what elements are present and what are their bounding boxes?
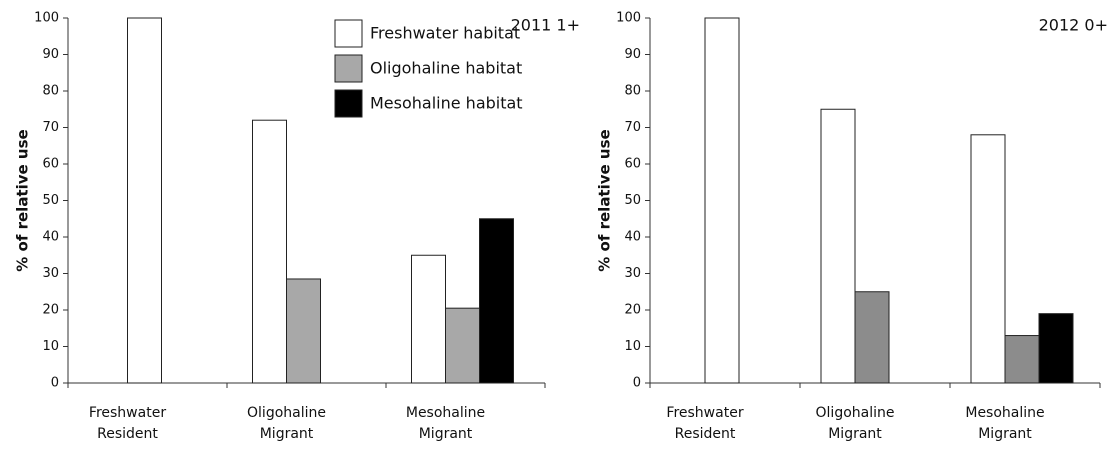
y-tick-label: 50 — [624, 193, 641, 208]
y-tick-label: 50 — [42, 193, 59, 208]
y-tick-label: 100 — [616, 11, 641, 26]
annotation: 2012 0+ — [1039, 16, 1108, 35]
x-tick-label: Mesohaline Migrant — [965, 405, 1044, 442]
bar — [820, 108, 856, 384]
y-tick-label: 30 — [42, 266, 59, 281]
y-tick-label: 30 — [624, 266, 641, 281]
y-axis-label: % of relative use — [14, 129, 32, 271]
bar — [970, 134, 1006, 384]
annotation: 2011 1+ — [511, 16, 580, 35]
legend-swatch — [334, 54, 363, 83]
bar — [286, 278, 321, 384]
y-tick-label: 60 — [624, 157, 641, 172]
legend-label: Freshwater habitat — [370, 24, 520, 43]
bar — [252, 119, 287, 384]
legend-label: Mesohaline habitat — [370, 94, 523, 113]
y-tick-label: 80 — [42, 84, 59, 99]
x-tick-label: Freshwater Resident — [89, 405, 166, 442]
y-tick-label: 40 — [624, 230, 641, 245]
y-tick-label: 0 — [51, 376, 59, 391]
bar — [479, 218, 514, 384]
x-tick-label: Oligohaline Migrant — [816, 405, 895, 442]
bar — [1004, 335, 1040, 384]
x-tick-label: Oligohaline Migrant — [247, 405, 326, 442]
legend-label: Oligohaline habitat — [370, 59, 522, 78]
y-tick-label: 0 — [633, 376, 641, 391]
y-tick-label: 80 — [624, 84, 641, 99]
y-tick-label: 60 — [42, 157, 59, 172]
y-tick-label: 90 — [42, 47, 59, 62]
bar — [411, 254, 446, 384]
y-tick-label: 10 — [624, 339, 641, 354]
y-tick-label: 70 — [624, 120, 641, 135]
legend-swatch — [334, 89, 363, 118]
bar — [1038, 313, 1074, 384]
legend-swatch — [334, 19, 363, 48]
bar — [854, 291, 890, 384]
bar — [704, 17, 740, 384]
y-tick-label: 70 — [42, 120, 59, 135]
bar — [127, 17, 162, 384]
y-tick-label: 40 — [42, 230, 59, 245]
y-tick-label: 10 — [42, 339, 59, 354]
bar — [445, 307, 480, 384]
y-axis-label: % of relative use — [596, 129, 614, 271]
y-tick-label: 20 — [624, 303, 641, 318]
x-tick-label: Freshwater Resident — [666, 405, 743, 442]
y-tick-label: 90 — [624, 47, 641, 62]
y-tick-label: 100 — [34, 11, 59, 26]
x-tick-label: Mesohaline Migrant — [406, 405, 485, 442]
y-tick-label: 20 — [42, 303, 59, 318]
